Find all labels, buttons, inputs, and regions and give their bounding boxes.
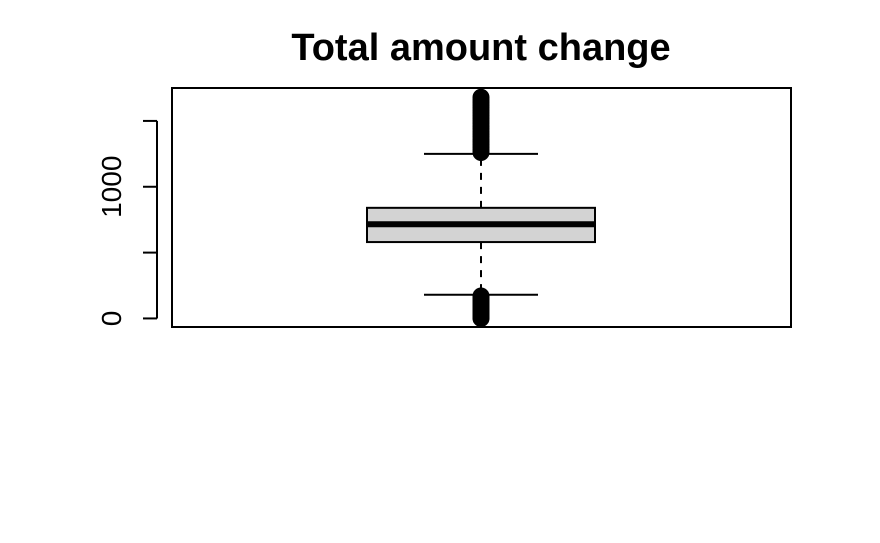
box-group — [366, 88, 596, 327]
plot-frame — [171, 87, 792, 328]
y-axis: 0 1000 — [96, 119, 158, 327]
chart-title: Total amount change — [291, 27, 670, 69]
outlier-point — [472, 287, 490, 305]
y-tick-label: 1000 — [96, 156, 127, 218]
y-tick-label: 0 — [96, 311, 127, 327]
outlier-point — [472, 88, 490, 106]
